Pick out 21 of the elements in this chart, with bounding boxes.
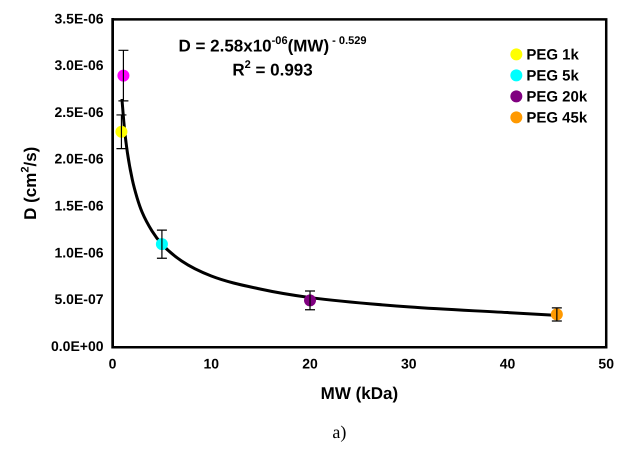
y-tick-label: 0.0E+00 (50, 338, 104, 354)
x-tick-label: 50 (598, 355, 614, 372)
x-axis-title: MW (kDa) (320, 384, 398, 404)
x-tick-label: 30 (400, 355, 417, 372)
y-tick-label: 3.5E-06 (54, 10, 104, 26)
legend-label: PEG 1k (526, 46, 580, 64)
y-tick-label: 5.0E-07 (54, 291, 104, 308)
y-tick-label: 1.5E-06 (54, 198, 104, 214)
legend-label: PEG 20k (526, 88, 588, 106)
text: a) (332, 422, 346, 442)
y-axis-title: D (cm2/s) (19, 146, 40, 220)
y-tick-label: 3.0E-06 (54, 57, 104, 74)
y-tick-label: 2.5E-06 (54, 104, 104, 120)
x-tick-label: 20 (302, 355, 318, 372)
y-tick-label: 1.0E-06 (54, 244, 104, 260)
legend-label: PEG 45k (526, 110, 588, 127)
x-tick-label: 10 (203, 355, 220, 372)
legend-label: PEG 5k (526, 68, 580, 85)
x-tick-label: 0 (108, 355, 117, 372)
y-tick-label: 2.0E-06 (54, 150, 104, 167)
x-tick-label: 40 (500, 355, 516, 372)
